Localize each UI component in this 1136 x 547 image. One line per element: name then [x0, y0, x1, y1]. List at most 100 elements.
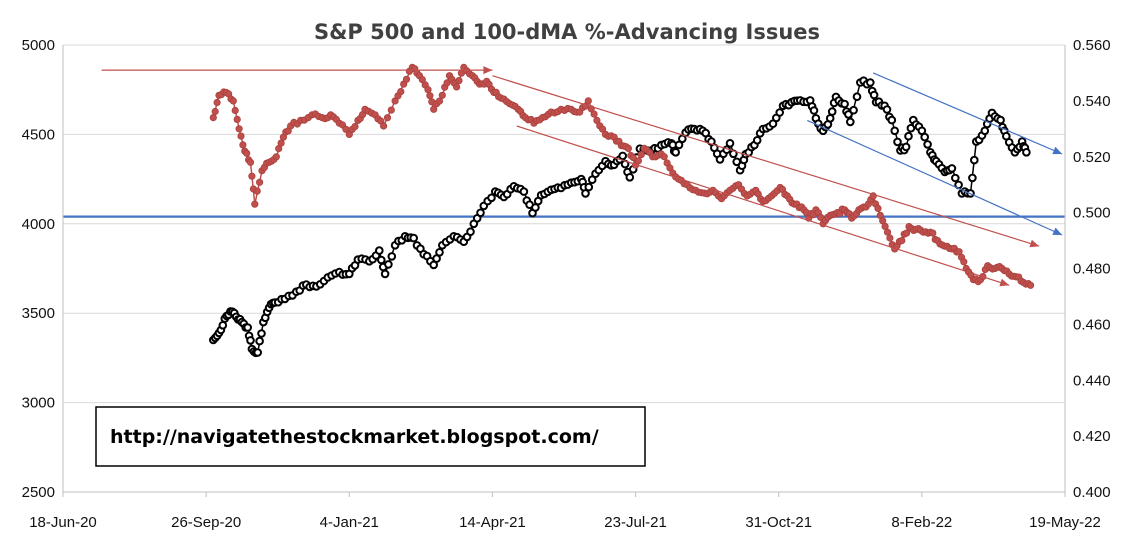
data-point [435, 248, 444, 257]
data-point [253, 348, 263, 357]
data-point [846, 117, 855, 127]
data-point [211, 107, 219, 116]
data-point [426, 92, 434, 100]
data-point [866, 78, 875, 87]
data-point [844, 110, 853, 119]
data-point [874, 204, 882, 212]
data-point [235, 125, 243, 133]
x-tick-label: 19-May-22 [1029, 514, 1101, 531]
data-point [840, 99, 849, 109]
trend-arrow [872, 72, 1063, 155]
y-left-tick-label: 3500 [22, 305, 55, 322]
data-point [775, 108, 785, 117]
trend-arrow-head [483, 66, 493, 75]
data-point [970, 155, 979, 165]
y-left-tick-label: 3000 [22, 395, 55, 412]
data-point [246, 158, 255, 166]
data-point [584, 182, 594, 192]
data-point [229, 97, 237, 105]
data-point [584, 97, 592, 105]
data-point [409, 233, 419, 243]
y-right-tick-label: 0.420 [1073, 428, 1111, 445]
y-right-tick-label: 0.460 [1073, 316, 1111, 333]
data-point [402, 75, 411, 83]
chart-title: S&P 500 and 100-dMA %-Advancing Issues [314, 20, 820, 44]
data-point [809, 106, 819, 115]
annotation-box [95, 406, 646, 467]
data-point [487, 193, 496, 203]
data-point [960, 258, 968, 266]
data-point [239, 141, 247, 149]
data-point [581, 189, 590, 198]
data-point [430, 105, 438, 113]
data-point [827, 107, 837, 116]
x-tick-label: 26-Sep-20 [171, 514, 241, 531]
data-point [397, 88, 405, 96]
trend-arrow-head [999, 278, 1010, 287]
data-point [218, 321, 228, 330]
data-point [852, 92, 862, 101]
data-point [519, 187, 529, 196]
data-point [996, 115, 1005, 125]
trend-arrow [492, 75, 1040, 248]
data-point [476, 208, 485, 218]
data-point [213, 98, 221, 107]
data-point [660, 153, 668, 161]
data-point [890, 126, 900, 136]
data-point [920, 132, 930, 142]
x-axis: 18-Jun-20 26-Sep-20 4-Jan-21 14-Apr-21 23-Ju… [29, 491, 1101, 531]
y-right-tick-label: 0.560 [1073, 37, 1111, 54]
trend-arrow-line [807, 119, 1063, 236]
data-point [246, 336, 255, 345]
data-point [893, 137, 902, 147]
data-point [624, 144, 633, 152]
data-point [209, 114, 217, 122]
data-point [968, 173, 977, 183]
data-point [435, 97, 444, 105]
data-point [980, 126, 990, 136]
data-point [882, 105, 892, 114]
data-point [438, 91, 446, 99]
data-point [849, 105, 858, 115]
right-axis: 0.400 0.420 0.440 0.460 0.480 0.500 0.520 0.540… [1064, 37, 1111, 501]
data-point [951, 173, 960, 183]
data-point [725, 139, 735, 148]
x-tick-label: 14-Apr-21 [459, 514, 526, 531]
series-layer [209, 63, 1035, 358]
y-left-tick-label: 2500 [22, 484, 55, 501]
data-point [384, 260, 393, 269]
data-point [923, 140, 932, 149]
y-left-tick-label: 5000 [22, 37, 55, 54]
data-point [629, 154, 637, 162]
data-point [243, 323, 252, 332]
data-point [255, 336, 264, 346]
y-right-tick-label: 0.400 [1073, 484, 1111, 501]
data-point [377, 255, 386, 265]
data-point [674, 140, 684, 150]
data-point [1027, 281, 1035, 289]
data-point [257, 329, 266, 338]
trend-arrow-line [872, 72, 1063, 155]
data-point [898, 237, 906, 245]
data-point [825, 114, 835, 123]
y-right-tick-label: 0.500 [1073, 205, 1111, 222]
data-point [887, 115, 897, 125]
trend-arrow-head [1052, 227, 1063, 235]
x-tick-label: 31-Oct-21 [745, 514, 812, 531]
data-point [243, 149, 251, 157]
data-point [452, 83, 461, 91]
trend-arrow-line [492, 75, 1040, 247]
advancing-issues-series [209, 63, 1035, 289]
data-point [947, 164, 957, 173]
data-point [901, 142, 911, 152]
data-point [902, 229, 911, 237]
data-point [443, 79, 451, 87]
data-point [387, 106, 395, 114]
data-point [671, 148, 681, 157]
trend-arrow [807, 119, 1063, 236]
sp500-series [209, 76, 1031, 358]
y-right-tick-label: 0.520 [1073, 149, 1111, 166]
data-point [869, 90, 879, 100]
data-point [929, 229, 937, 237]
